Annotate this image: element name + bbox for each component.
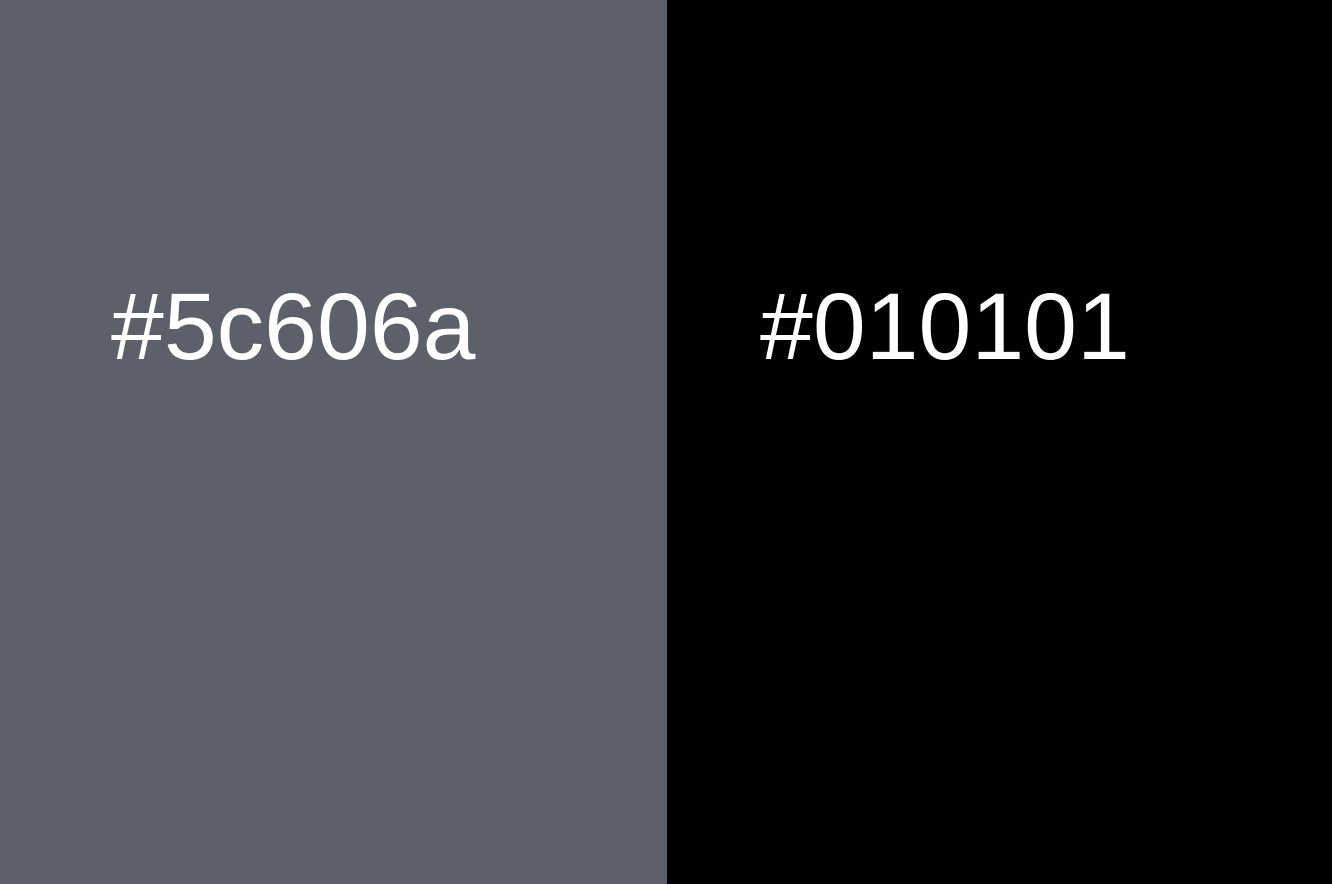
swatch-black-label: #010101 <box>760 274 1130 380</box>
swatch-black: #010101 <box>667 0 1332 884</box>
swatch-gray-label: #5c606a <box>111 274 476 380</box>
swatch-gray: #5c606a <box>0 0 667 884</box>
